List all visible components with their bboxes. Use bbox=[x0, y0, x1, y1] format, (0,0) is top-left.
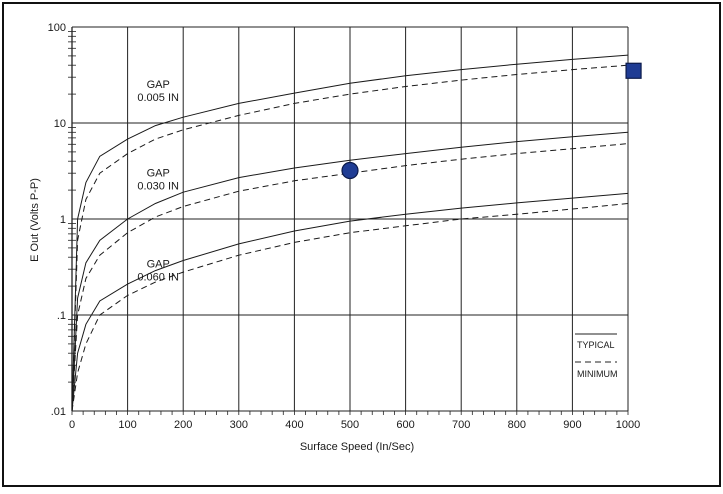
legend: TYPICAL MINIMUM bbox=[575, 333, 618, 379]
y-axis-title: E Out (Volts P-P) bbox=[29, 178, 41, 262]
series-group bbox=[71, 54, 629, 412]
marker-square bbox=[625, 62, 642, 79]
x-tick-label: 500 bbox=[341, 419, 359, 431]
x-tick-label: 300 bbox=[230, 419, 248, 431]
x-tick-label: 200 bbox=[174, 419, 192, 431]
series-line-0005-typical bbox=[71, 54, 629, 412]
x-tick-label: 600 bbox=[396, 419, 414, 431]
x-tick-label: 1000 bbox=[616, 419, 640, 431]
x-tick-label: 100 bbox=[118, 419, 136, 431]
y-tick-label: 100 bbox=[48, 22, 66, 34]
series-line-0060-minimum bbox=[71, 203, 629, 412]
gap-label-value: 0.060 IN bbox=[137, 272, 179, 284]
x-tick-label: 0 bbox=[69, 419, 75, 431]
gap-label-title: GAP bbox=[147, 79, 170, 91]
y-tick-label: 1 bbox=[60, 214, 66, 226]
series-line-0060-typical bbox=[71, 192, 629, 412]
legend-typical-label: TYPICAL bbox=[577, 340, 615, 350]
y-tick-label: 10 bbox=[54, 118, 66, 130]
x-tick-label: 800 bbox=[508, 419, 526, 431]
gap-label-title: GAP bbox=[147, 167, 170, 179]
series-line-0030-minimum bbox=[71, 143, 629, 412]
gap-label-value: 0.030 IN bbox=[137, 180, 179, 192]
y-tick-label: .1 bbox=[57, 310, 66, 322]
gap-label-title: GAP bbox=[147, 259, 170, 271]
legend-minimum-label: MINIMUM bbox=[577, 369, 618, 379]
series-line-0005-minimum bbox=[71, 64, 629, 412]
outer-border bbox=[2, 2, 721, 487]
x-tick-label: 900 bbox=[563, 419, 581, 431]
x-tick-label: 400 bbox=[285, 419, 303, 431]
series-line-0030-typical bbox=[71, 131, 629, 412]
gap-label-value: 0.005 IN bbox=[137, 92, 179, 104]
y-tick-label: .01 bbox=[51, 406, 66, 418]
markers bbox=[341, 62, 642, 180]
x-axis-title: Surface Speed (In/Sec) bbox=[300, 441, 414, 453]
tick-labels: 0 100 200 300 400 500 600 700 800 900 1000 100 10 1 .1… bbox=[48, 22, 641, 431]
x-tick-label: 700 bbox=[452, 419, 470, 431]
marker-circle bbox=[341, 161, 359, 180]
